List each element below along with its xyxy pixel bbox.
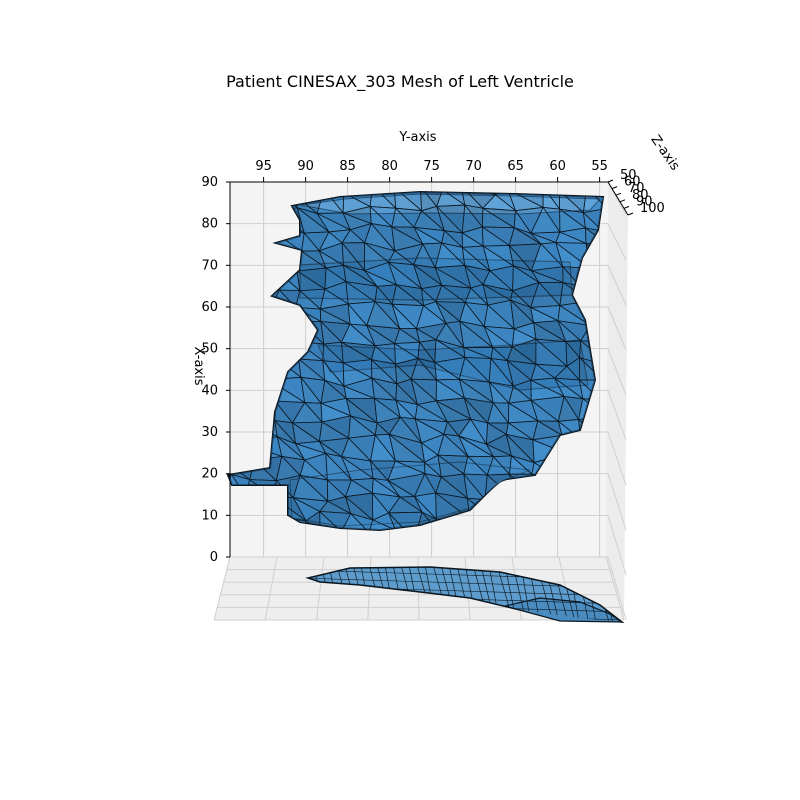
y-axis-label: Y-axis [398, 130, 436, 145]
x-tick-label-6: 60 [201, 300, 218, 315]
x-axis-label: X-axis [191, 347, 206, 386]
z-tick-label-2: 70 [628, 181, 645, 196]
y-tick-label-0: 95 [255, 159, 272, 174]
y-ticks: 95 90 85 80 75 70 65 60 55 [255, 159, 608, 182]
grid-right-3 [607, 306, 627, 351]
grid-floor-a-1 [264, 556, 278, 621]
y-tick-label-3: 80 [381, 159, 398, 174]
z-tick-mark-1 [611, 186, 618, 190]
x-tick-label-5: 50 [201, 342, 218, 357]
y-tick-label-2: 85 [339, 159, 356, 174]
z-axis-line [607, 181, 629, 216]
grid-right-7 [607, 473, 627, 531]
y-tick-label-5: 70 [465, 159, 482, 174]
x-ticks: 0 10 20 30 40 50 60 70 80 90 [201, 175, 230, 565]
x-tick-label-3: 30 [201, 425, 218, 440]
z-tick-label-1: 60 [624, 175, 641, 190]
grid-right-6 [607, 431, 627, 486]
y-tick-label-7: 60 [549, 159, 566, 174]
z-tick-mark-3 [619, 199, 626, 203]
grid-floor-a-0 [213, 556, 231, 621]
z-tick-mark-0 [607, 179, 614, 183]
grid-floor-a-2 [316, 556, 325, 621]
x-tick-label-0: 0 [210, 550, 218, 565]
z-axis-label: Z-axis [647, 133, 682, 174]
z-tick-mark-2 [615, 192, 622, 196]
chart-title: Patient CINESAX_303 Mesh of Left Ventric… [226, 72, 574, 91]
right-pane [606, 182, 628, 620]
y-tick-label-6: 65 [507, 159, 524, 174]
grid-right-5 [607, 390, 627, 441]
x-tick-label-8: 80 [201, 217, 218, 232]
z-tick-mark-5 [627, 212, 634, 216]
grid-floor-a-8 [605, 556, 625, 621]
z-tick-label-5: 100 [640, 201, 665, 216]
grid-right-1 [607, 223, 627, 261]
z-tick-label-0: 50 [620, 168, 637, 183]
x-tick-label-7: 70 [201, 258, 218, 273]
y-tick-label-8: 55 [591, 159, 608, 174]
z-tick-label-3: 80 [632, 188, 649, 203]
y-tick-label-4: 75 [423, 159, 440, 174]
grid-right-8 [607, 515, 627, 576]
grid-right-2 [607, 265, 627, 306]
x-tick-label-9: 90 [201, 175, 218, 190]
mesh-tri-559 [388, 512, 415, 530]
grid-right-9 [607, 556, 627, 621]
z-tick-label-4: 90 [636, 194, 653, 209]
x-tick-label-4: 40 [201, 383, 218, 398]
mesh-tri-555 [340, 512, 371, 530]
x-tick-label-2: 20 [201, 467, 218, 482]
x-tick-label-1: 10 [201, 508, 218, 523]
grid-right-4 [607, 348, 627, 396]
z-tick-mark-4 [623, 205, 630, 209]
y-tick-label-1: 90 [297, 159, 314, 174]
